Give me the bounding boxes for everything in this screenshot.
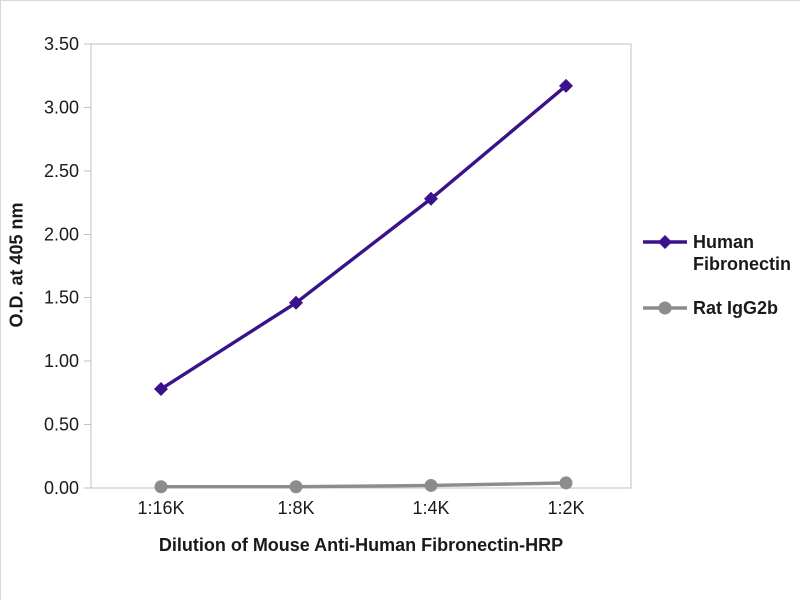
svg-text:1:2K: 1:2K: [547, 498, 584, 518]
svg-text:1:16K: 1:16K: [137, 498, 184, 518]
svg-text:0.00: 0.00: [44, 478, 79, 498]
legend-label-human-fibronectin: Human Fibronectin: [693, 232, 791, 274]
svg-text:2.00: 2.00: [44, 224, 79, 244]
svg-text:3.50: 3.50: [44, 34, 79, 54]
svg-text:1:4K: 1:4K: [412, 498, 449, 518]
legend: Human Fibronectin Rat IgG2b: [643, 231, 800, 319]
svg-text:3.00: 3.00: [44, 97, 79, 117]
svg-text:1.50: 1.50: [44, 288, 79, 308]
legend-line-marker-rat-igg2b: [643, 301, 687, 315]
legend-item-rat-igg2b: Rat IgG2b: [643, 297, 800, 319]
svg-text:1:8K: 1:8K: [277, 498, 314, 518]
svg-text:2.50: 2.50: [44, 161, 79, 181]
svg-text:0.50: 0.50: [44, 415, 79, 435]
legend-item-human-fibronectin: Human Fibronectin: [643, 231, 800, 275]
legend-label-rat-igg2b: Rat IgG2b: [693, 298, 779, 318]
svg-text:1.00: 1.00: [44, 351, 79, 371]
legend-line-marker-human-fibronectin: [643, 235, 687, 249]
x-axis-title: Dilution of Mouse Anti-Human Fibronectin…: [158, 535, 564, 555]
